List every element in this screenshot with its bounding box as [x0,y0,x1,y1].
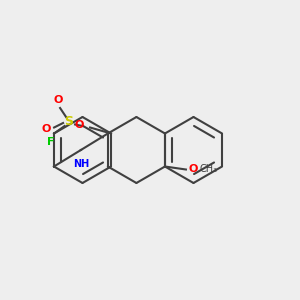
Text: S: S [64,115,74,128]
Text: F: F [47,136,55,146]
Text: O: O [54,95,63,105]
Text: O: O [189,164,198,175]
Text: O: O [75,119,84,130]
Text: NH: NH [73,159,89,169]
Text: O: O [42,124,51,134]
Text: CH₃: CH₃ [200,164,217,175]
